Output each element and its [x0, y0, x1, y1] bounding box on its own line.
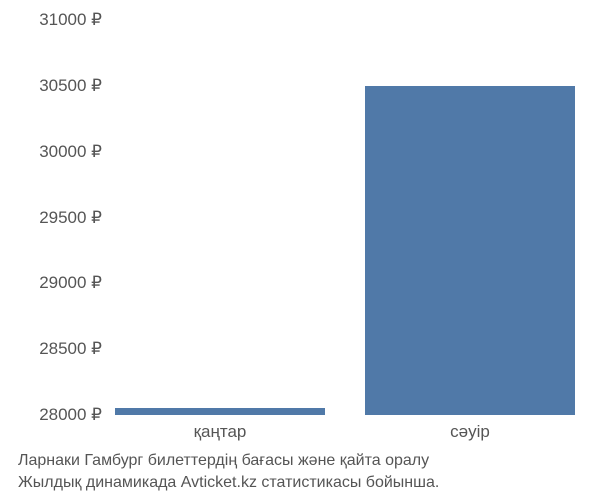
x-tick-label: қаңтар: [194, 422, 247, 442]
y-tick-label: 29500 ₽: [39, 208, 102, 228]
caption-line-1: Ларнаки Гамбург билеттердің бағасы және …: [18, 452, 429, 469]
bar: [115, 408, 325, 415]
y-tick-label: 30500 ₽: [39, 76, 102, 96]
x-tick-label: сәуір: [450, 422, 490, 442]
y-tick-label: 28500 ₽: [39, 339, 102, 359]
y-tick-label: 30000 ₽: [39, 142, 102, 162]
plot-area: [110, 20, 580, 415]
y-tick-label: 29000 ₽: [39, 273, 102, 293]
chart-container: 28000 ₽ 28500 ₽ 29000 ₽ 29500 ₽ 30000 ₽ 30500…: [0, 0, 600, 500]
chart-caption: Ларнаки Гамбург билеттердің бағасы және …: [18, 450, 439, 493]
caption-line-2: Жылдық динамикада Avticket.kz статистика…: [18, 474, 439, 491]
bar: [365, 86, 575, 415]
y-tick-label: 28000 ₽: [39, 405, 102, 425]
y-tick-label: 31000 ₽: [39, 10, 102, 30]
